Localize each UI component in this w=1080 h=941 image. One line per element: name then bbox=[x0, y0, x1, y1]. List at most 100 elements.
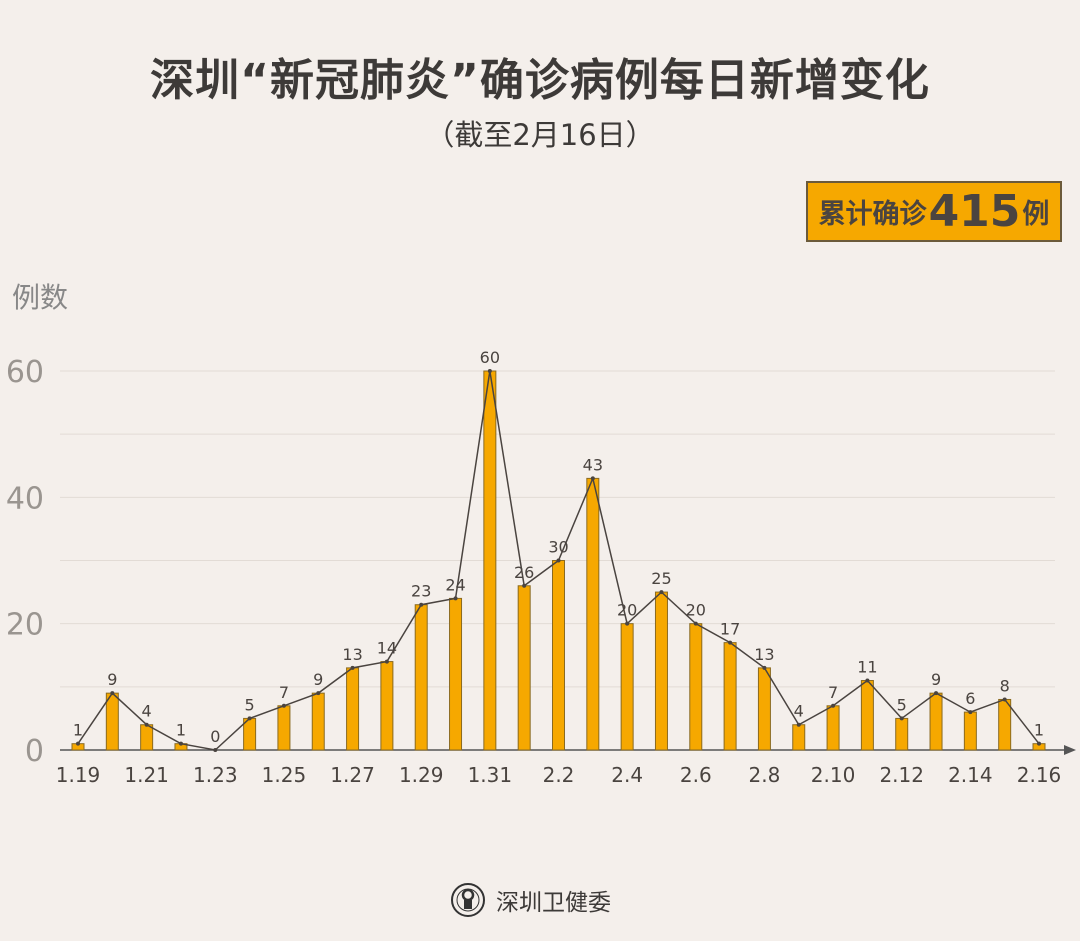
data-label: 26 bbox=[514, 563, 534, 582]
data-label: 7 bbox=[828, 683, 838, 702]
y-tick-label: 60 bbox=[6, 355, 44, 390]
data-label: 24 bbox=[445, 575, 465, 594]
x-tick-label: 2.16 bbox=[1017, 763, 1062, 787]
data-label: 5 bbox=[897, 695, 907, 714]
data-point bbox=[762, 665, 767, 670]
data-label: 5 bbox=[245, 695, 255, 714]
bar bbox=[380, 661, 394, 751]
data-label: 43 bbox=[583, 455, 603, 474]
data-point bbox=[659, 590, 664, 595]
data-point bbox=[281, 703, 286, 708]
data-point bbox=[1002, 697, 1007, 702]
bar bbox=[620, 623, 634, 751]
bar bbox=[449, 597, 463, 751]
data-label: 0 bbox=[210, 727, 220, 746]
bar bbox=[723, 642, 737, 751]
bar bbox=[105, 692, 119, 751]
y-axis-label: 例数 bbox=[12, 281, 69, 314]
data-point bbox=[487, 369, 492, 373]
data-point bbox=[76, 741, 80, 746]
data-label: 4 bbox=[794, 702, 804, 721]
x-tick-label: 2.10 bbox=[811, 763, 856, 787]
data-label: 9 bbox=[107, 670, 117, 689]
y-tick-label: 0 bbox=[25, 734, 44, 769]
data-label: 9 bbox=[313, 670, 323, 689]
total-value: 415 bbox=[928, 186, 1021, 237]
chart-title: 深圳“新冠肺炎”确诊病例每日新增变化 bbox=[150, 55, 930, 106]
data-label: 14 bbox=[377, 639, 397, 658]
data-point bbox=[796, 722, 801, 727]
data-label: 25 bbox=[651, 569, 671, 588]
data-point bbox=[453, 596, 458, 601]
data-point bbox=[865, 678, 870, 683]
bar bbox=[963, 711, 977, 751]
data-label: 20 bbox=[686, 601, 706, 620]
bar bbox=[311, 692, 325, 751]
total-cases-badge: 累计确诊 415 例 bbox=[806, 181, 1062, 242]
data-point bbox=[625, 621, 630, 626]
x-tick-label: 1.31 bbox=[468, 763, 513, 787]
data-point bbox=[316, 691, 321, 696]
bar bbox=[826, 705, 840, 751]
data-label: 1 bbox=[73, 721, 83, 740]
data-label: 1 bbox=[176, 721, 186, 740]
data-label: 6 bbox=[965, 689, 975, 708]
data-point bbox=[934, 691, 939, 696]
bar bbox=[860, 680, 874, 751]
bar bbox=[140, 724, 154, 751]
x-tick-label: 2.2 bbox=[543, 763, 575, 787]
total-prefix: 累计确诊 bbox=[818, 199, 927, 230]
x-tick-label: 2.8 bbox=[749, 763, 781, 787]
bar bbox=[689, 623, 703, 751]
data-point bbox=[213, 748, 218, 752]
x-tick-label: 1.19 bbox=[56, 763, 101, 787]
data-label: 20 bbox=[617, 601, 637, 620]
bar bbox=[757, 667, 771, 751]
data-point bbox=[419, 602, 424, 607]
data-point bbox=[247, 716, 252, 721]
bar bbox=[552, 560, 565, 751]
x-tick-label: 1.29 bbox=[399, 763, 444, 787]
data-label: 60 bbox=[480, 348, 500, 367]
bar bbox=[414, 604, 428, 751]
x-tick-label: 2.14 bbox=[948, 763, 993, 787]
bar bbox=[483, 370, 497, 751]
data-point bbox=[144, 722, 149, 727]
data-point bbox=[522, 583, 527, 588]
data-point bbox=[728, 640, 733, 645]
x-tick-label: 2.12 bbox=[879, 763, 924, 787]
data-point bbox=[350, 665, 355, 670]
bar bbox=[346, 667, 360, 751]
data-label: 13 bbox=[754, 645, 774, 664]
bar bbox=[929, 692, 943, 751]
x-tick-label: 1.27 bbox=[330, 763, 375, 787]
chart-subtitle: （截至2月16日） bbox=[425, 118, 655, 152]
data-point bbox=[590, 476, 595, 481]
data-point bbox=[384, 659, 389, 664]
bar bbox=[277, 705, 291, 751]
data-point bbox=[556, 558, 561, 563]
health-commission-logo-icon bbox=[451, 883, 485, 917]
x-axis-arrow-icon bbox=[1064, 745, 1076, 755]
data-point bbox=[899, 716, 904, 721]
data-label: 1 bbox=[1034, 721, 1044, 740]
data-point bbox=[831, 703, 836, 708]
x-tick-label: 1.25 bbox=[262, 763, 307, 787]
footer-org: 深圳卫健委 bbox=[496, 890, 611, 916]
data-point bbox=[110, 691, 115, 696]
data-point bbox=[693, 621, 698, 626]
data-label: 17 bbox=[720, 620, 740, 639]
bar bbox=[586, 477, 600, 751]
y-tick-label: 40 bbox=[6, 481, 44, 516]
bar bbox=[654, 591, 668, 751]
bar bbox=[998, 698, 1012, 751]
y-tick-label: 20 bbox=[6, 608, 44, 643]
data-label: 23 bbox=[411, 582, 431, 601]
bar bbox=[895, 717, 909, 751]
data-label: 30 bbox=[548, 538, 568, 557]
data-label: 9 bbox=[931, 670, 941, 689]
data-label: 7 bbox=[279, 683, 289, 702]
data-label: 13 bbox=[342, 645, 362, 664]
data-point bbox=[968, 710, 973, 715]
